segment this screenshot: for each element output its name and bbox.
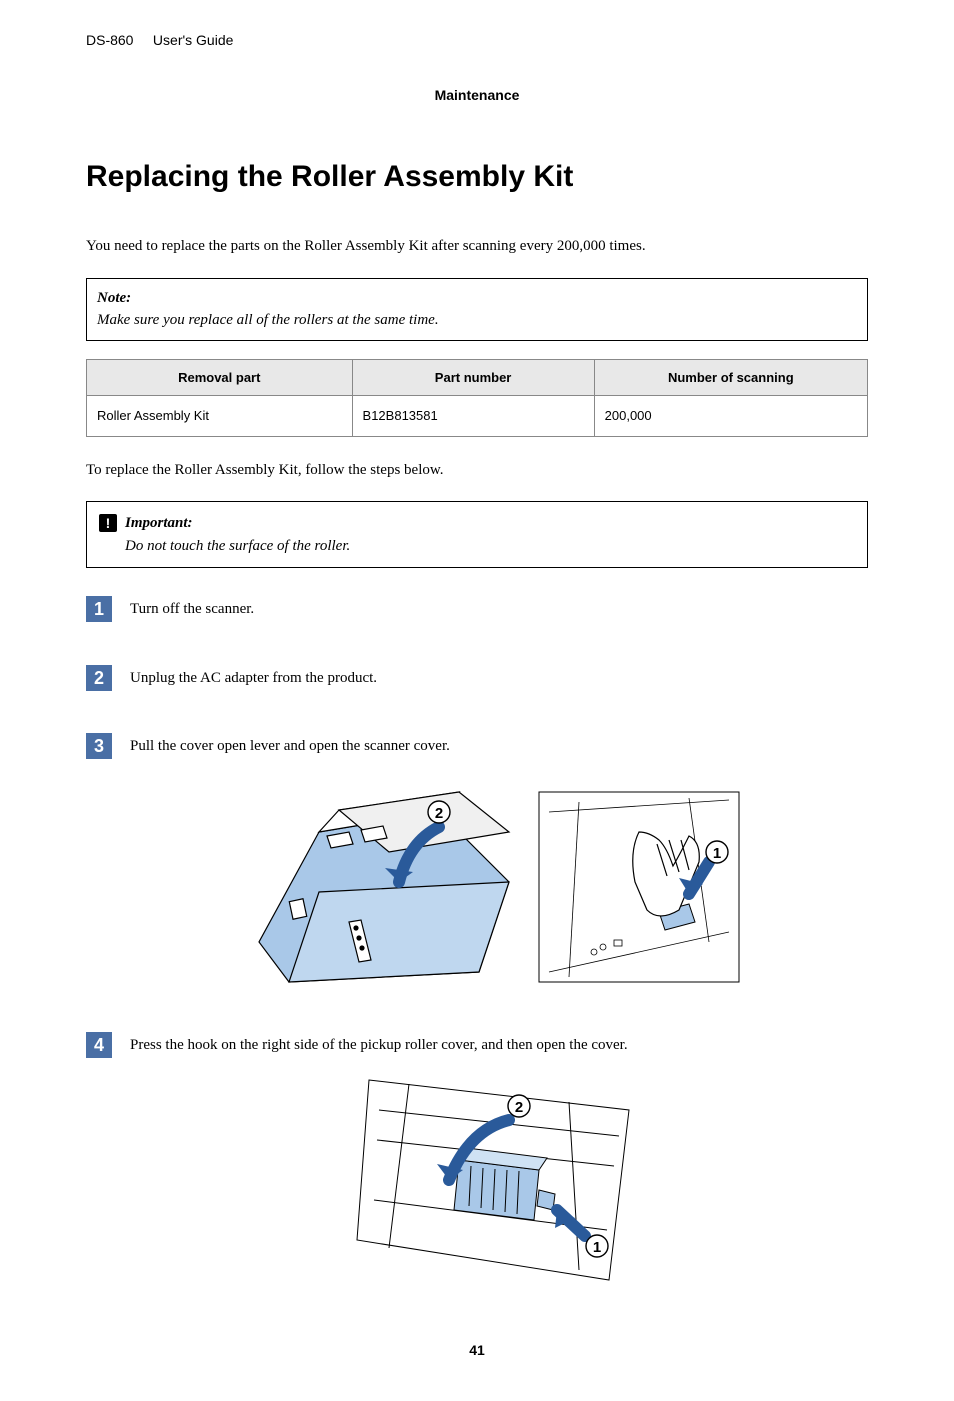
step-number: 1 bbox=[86, 596, 112, 622]
callout-1: 1 bbox=[593, 1239, 601, 1256]
step-number: 3 bbox=[86, 733, 112, 759]
callout-1: 1 bbox=[713, 845, 721, 862]
callout-2: 2 bbox=[435, 805, 443, 822]
step-text: Turn off the scanner. bbox=[130, 598, 868, 621]
step3-figure: 2 bbox=[130, 772, 868, 1002]
page-title: Replacing the Roller Assembly Kit bbox=[86, 154, 868, 199]
guide-name: User's Guide bbox=[153, 32, 233, 48]
step-1: 1 Turn off the scanner. bbox=[86, 596, 868, 635]
section-label: Maintenance bbox=[86, 85, 868, 106]
parts-table: Removal part Part number Number of scann… bbox=[86, 359, 868, 437]
td-removal: Roller Assembly Kit bbox=[87, 396, 353, 437]
step-text: Unplug the AC adapter from the product. bbox=[130, 667, 868, 690]
important-label: Important: bbox=[125, 512, 350, 535]
step-number: 4 bbox=[86, 1032, 112, 1058]
important-box: ! Important: Do not touch the surface of… bbox=[86, 501, 868, 568]
page-number: 41 bbox=[86, 1340, 868, 1361]
step-text: Press the hook on the right side of the … bbox=[130, 1034, 868, 1057]
important-text: Do not touch the surface of the roller. bbox=[125, 535, 350, 558]
header: DS-860 User's Guide bbox=[86, 30, 868, 51]
intro-text: You need to replace the parts on the Rol… bbox=[86, 235, 868, 258]
step4-figure: 2 1 bbox=[130, 1070, 868, 1290]
td-scancount: 200,000 bbox=[594, 396, 867, 437]
td-partnum: B12B813581 bbox=[352, 396, 594, 437]
note-text: Make sure you replace all of the rollers… bbox=[97, 309, 857, 332]
callout-2: 2 bbox=[515, 1099, 523, 1116]
th-partnum: Part number bbox=[352, 359, 594, 396]
exclamation-icon: ! bbox=[99, 514, 117, 532]
table-header-row: Removal part Part number Number of scann… bbox=[87, 359, 868, 396]
after-table-text: To replace the Roller Assembly Kit, foll… bbox=[86, 459, 868, 482]
th-scancount: Number of scanning bbox=[594, 359, 867, 396]
note-label: Note: bbox=[97, 290, 131, 306]
table-row: Roller Assembly Kit B12B813581 200,000 bbox=[87, 396, 868, 437]
note-box: Note: Make sure you replace all of the r… bbox=[86, 278, 868, 341]
model-name: DS-860 bbox=[86, 32, 133, 48]
step-4: 4 Press the hook on the right side of th… bbox=[86, 1032, 868, 1291]
th-removal: Removal part bbox=[87, 359, 353, 396]
step-2: 2 Unplug the AC adapter from the product… bbox=[86, 665, 868, 704]
step-text: Pull the cover open lever and open the s… bbox=[130, 735, 868, 758]
step-number: 2 bbox=[86, 665, 112, 691]
step-3: 3 Pull the cover open lever and open the… bbox=[86, 733, 868, 1002]
